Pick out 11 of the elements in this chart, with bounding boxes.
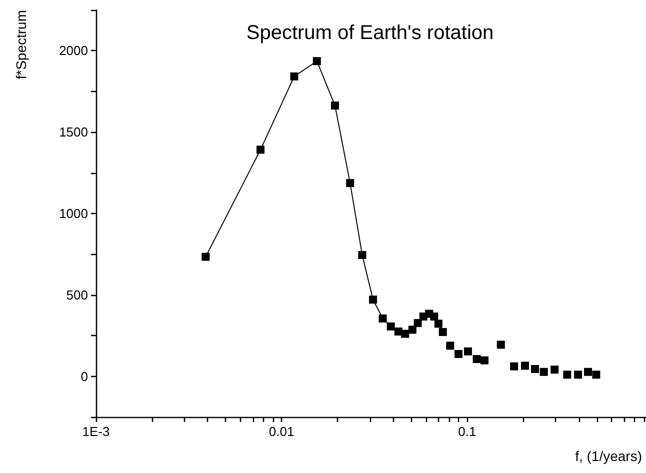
y-axis-title: f*Spectrum xyxy=(13,10,29,80)
y-tick-label: 500 xyxy=(66,287,88,302)
y-tick-label: 2000 xyxy=(59,43,88,58)
y-tick-label: 0 xyxy=(80,368,88,384)
x-axis-title: f, (1/years) xyxy=(575,448,642,464)
x-tick-label: 0.1 xyxy=(458,424,476,439)
text: Spectrum of Earth's rotation xyxy=(246,22,494,44)
y-tick-label: 1500 xyxy=(59,124,88,140)
x-tick-label: 0.01 xyxy=(268,424,294,439)
y-tick-label: 1000 xyxy=(59,206,88,221)
x-tick-label: 1E-3 xyxy=(82,424,110,439)
